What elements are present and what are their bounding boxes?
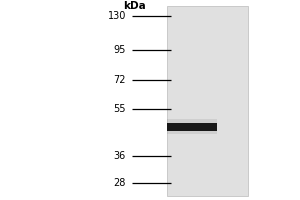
Text: kDa: kDa: [124, 1, 146, 11]
FancyBboxPatch shape: [167, 6, 248, 196]
Bar: [167, 123, 217, 131]
Text: 130: 130: [108, 11, 126, 21]
Bar: [167, 123, 217, 131]
Text: 72: 72: [113, 75, 126, 85]
Bar: [167, 119, 217, 134]
Text: 36: 36: [114, 151, 126, 161]
Text: 55: 55: [113, 104, 126, 114]
Text: 28: 28: [114, 178, 126, 188]
Text: 95: 95: [114, 45, 126, 55]
